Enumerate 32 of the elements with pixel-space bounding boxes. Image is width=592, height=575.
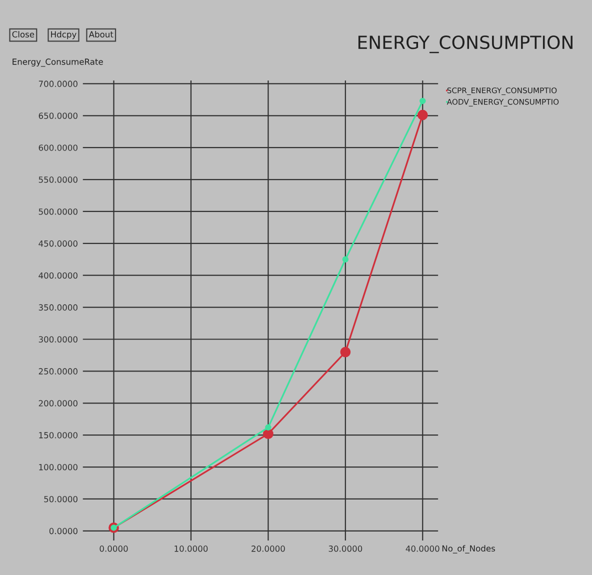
y-tick-label: 450.0000 [38,240,78,247]
x-tick-label: 20.0000 [252,546,285,552]
x-tick-label: 0.0000 [100,546,128,552]
y-tick-label: 650.0000 [38,112,78,119]
y-tick-label: 100.0000 [39,464,78,470]
y-tick-label: 300.0000 [38,336,78,343]
point [265,424,272,431]
point [262,428,274,440]
point [420,98,426,104]
y-tick-label: 0.0000 [49,528,78,534]
point [340,346,351,358]
chart-title: ENERGY_CONSUMPTION [358,35,572,54]
y-tick-label: 150.0000 [39,432,78,438]
y-tick-label: 600.0000 [38,144,78,151]
y-tick-label: 550.0000 [38,176,78,183]
x-tick-label: 10.0000 [174,546,208,552]
y-axis-title: Energy_ConsumeRate [12,58,103,67]
y-tick-label: 350.0000 [38,304,78,311]
y-tick-label: 700.0000 [38,80,78,87]
y-tick-label: 400.0000 [38,272,78,279]
text: Hdcpy [51,31,76,40]
x-tick-label: 40.0000 [406,546,440,552]
x-tick-label: 30.0000 [328,546,362,552]
point [417,110,428,120]
y-tick-label: 250.0000 [38,368,78,374]
text: Close [12,31,34,38]
x-axis-title: No_of_Nodes [442,545,496,554]
y-tick-label: 50.0000 [44,496,78,502]
text: About [88,31,114,38]
y-tick-label: 500.0000 [38,208,78,215]
y-tick-label: 200.0000 [38,400,78,406]
point [342,256,349,263]
